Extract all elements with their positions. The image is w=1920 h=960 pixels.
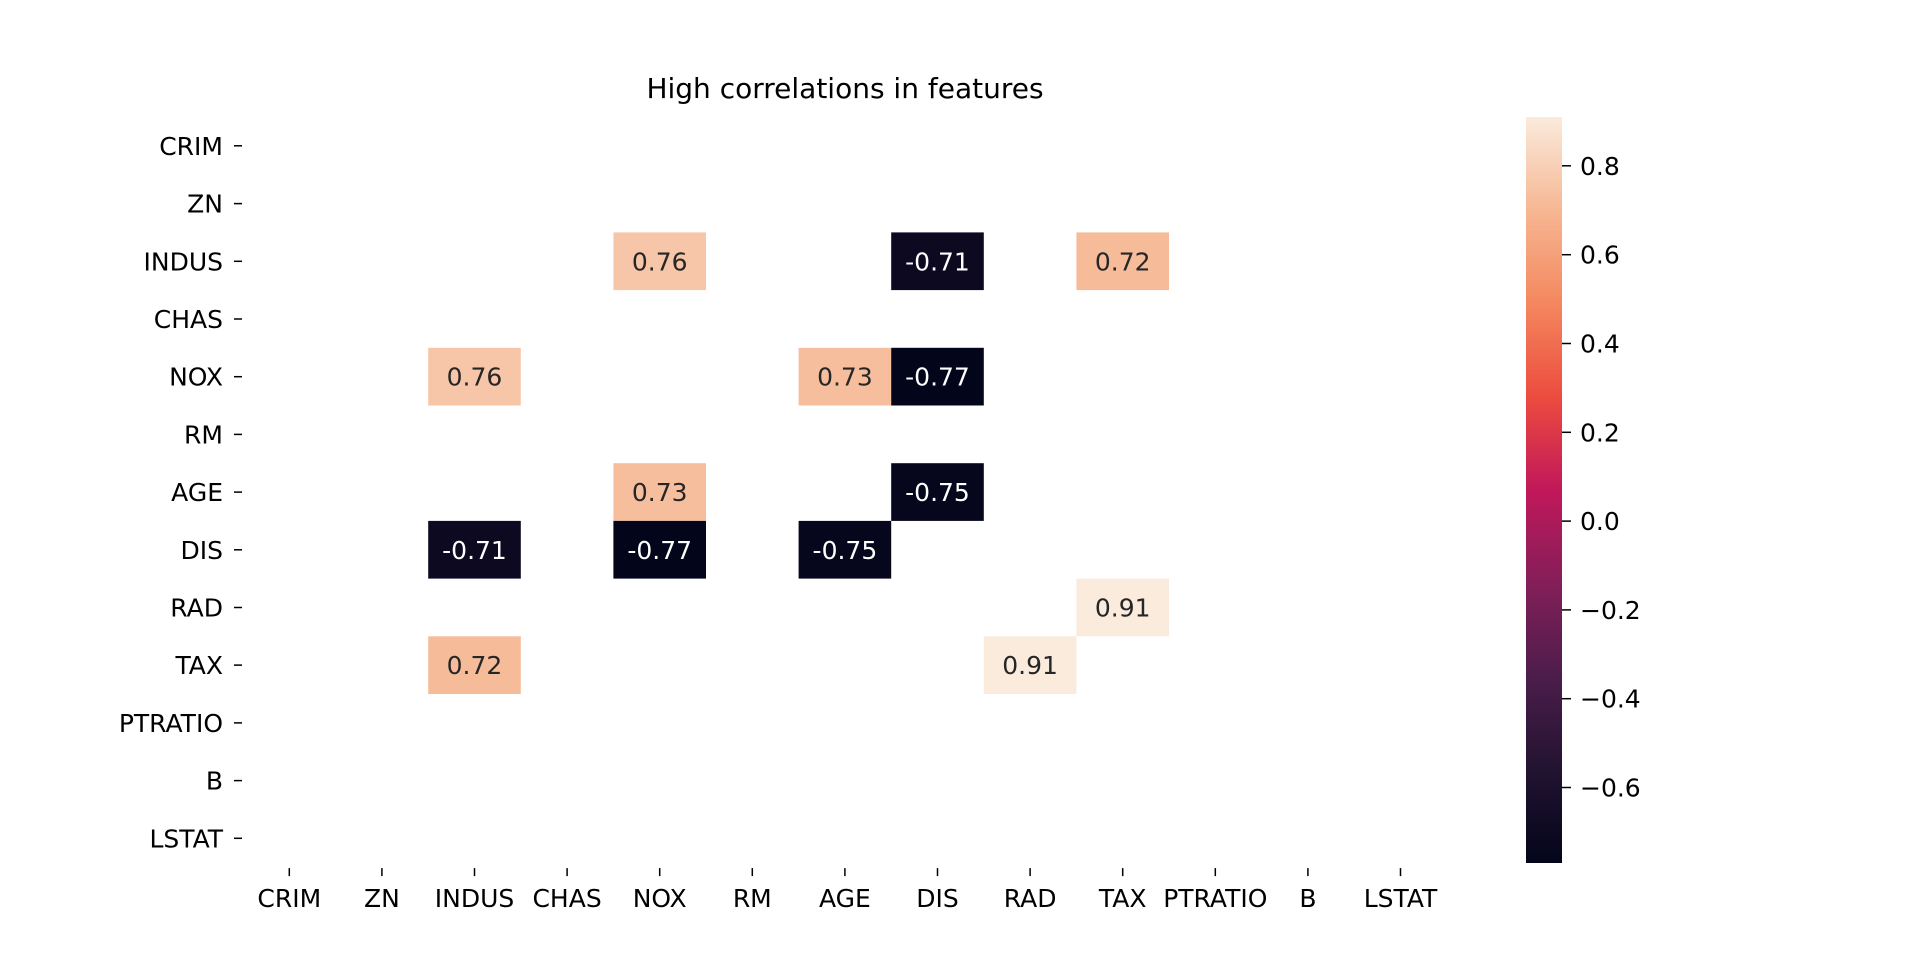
cell-value-label: 0.72 <box>447 651 503 680</box>
colorbar-tick-label: 0.8 <box>1580 152 1620 181</box>
y-tick-label: TAX <box>174 651 223 680</box>
y-tick-label: PTRATIO <box>119 709 223 738</box>
cell-value-label: 0.72 <box>1095 247 1151 276</box>
heatmap-cell-nox-indus <box>428 347 521 406</box>
x-tick-label: DIS <box>916 884 959 913</box>
heatmap-cell-age-nox <box>613 463 706 521</box>
heatmap-cell-indus-nox <box>613 232 706 291</box>
x-tick-label: B <box>1299 884 1316 913</box>
y-tick-label: RM <box>184 420 223 449</box>
colorbar-tick-label: 0.2 <box>1580 418 1620 447</box>
colorbar-tick-label: 0.4 <box>1580 330 1620 359</box>
heatmap-cell-nox-age <box>798 347 892 406</box>
y-tick-label: DIS <box>181 536 224 565</box>
colorbar-gradient <box>1526 117 1562 863</box>
cell-value-label: 0.91 <box>1095 594 1151 623</box>
cell-value-label: -0.77 <box>627 536 692 565</box>
y-tick-label: AGE <box>171 478 223 507</box>
y-tick-label: B <box>206 767 223 796</box>
y-tick-label: ZN <box>187 190 223 219</box>
cell-value-label: -0.71 <box>442 536 507 565</box>
heatmap-cells: 0.76 -0.71 0.72 0.76 0.73 -0.77 0.73 -0.75 -0.71… <box>428 232 1169 694</box>
heatmap-cell-dis-age <box>798 520 892 579</box>
cell-value-label: 0.73 <box>632 478 688 507</box>
x-tick-label: AGE <box>819 884 871 913</box>
heatmap-cell-rad-tax <box>1076 578 1169 637</box>
chart-title: High correlations in features <box>646 72 1043 105</box>
colorbar: 0.8 0.6 0.4 0.2 0.0 −0.2 −0.4 −0.6 <box>1526 117 1641 863</box>
x-tick-label: CHAS <box>532 884 601 913</box>
heatmap-cell-age-dis <box>891 463 984 521</box>
cell-value-label: 0.76 <box>447 363 503 392</box>
y-tick-label: NOX <box>169 363 223 392</box>
heatmap-cell-indus-dis <box>891 232 984 291</box>
x-tick-label: PTRATIO <box>1163 884 1267 913</box>
y-tick-label: CHAS <box>154 305 223 334</box>
y-axis: CRIM ZN INDUS CHAS NOX RM AGE DIS RAD TAX PTRATIO B… <box>119 132 242 853</box>
x-axis: CRIM ZN INDUS CHAS NOX RM AGE DIS RAD TAX PTRATIO B… <box>257 868 1438 913</box>
y-tick-label: RAD <box>170 594 223 623</box>
heatmap-cell-dis-nox <box>613 520 706 579</box>
cell-value-label: -0.75 <box>905 478 970 507</box>
colorbar-tick-label: 0.0 <box>1580 507 1620 536</box>
cell-value-label: -0.71 <box>905 247 970 276</box>
x-tick-label: RM <box>733 884 772 913</box>
x-tick-label: RAD <box>1004 884 1057 913</box>
cell-value-label: 0.76 <box>632 247 688 276</box>
colorbar-tick-label: −0.6 <box>1580 774 1641 803</box>
x-tick-label: CRIM <box>257 884 321 913</box>
x-tick-label: LSTAT <box>1364 884 1438 913</box>
colorbar-tick-label: 0.6 <box>1580 241 1620 270</box>
heatmap-cell-tax-rad <box>983 636 1077 694</box>
x-tick-label: INDUS <box>435 884 515 913</box>
cell-value-label: -0.77 <box>905 363 970 392</box>
cell-value-label: -0.75 <box>813 536 878 565</box>
heatmap-cell-indus-tax <box>1076 232 1169 291</box>
y-tick-label: INDUS <box>144 247 224 276</box>
colorbar-tick-label: −0.4 <box>1580 685 1641 714</box>
x-tick-label: TAX <box>1098 884 1147 913</box>
heatmap-cell-tax-indus <box>428 636 521 694</box>
heatmap-cell-nox-dis <box>891 347 984 406</box>
cell-value-label: 0.73 <box>817 363 873 392</box>
x-tick-label: ZN <box>364 884 400 913</box>
y-tick-label: CRIM <box>159 132 223 161</box>
heatmap-cell-dis-indus <box>428 520 521 579</box>
cell-value-label: 0.91 <box>1002 651 1058 680</box>
colorbar-tick-label: −0.2 <box>1580 596 1641 625</box>
y-tick-label: LSTAT <box>149 824 223 853</box>
x-tick-label: NOX <box>633 884 687 913</box>
